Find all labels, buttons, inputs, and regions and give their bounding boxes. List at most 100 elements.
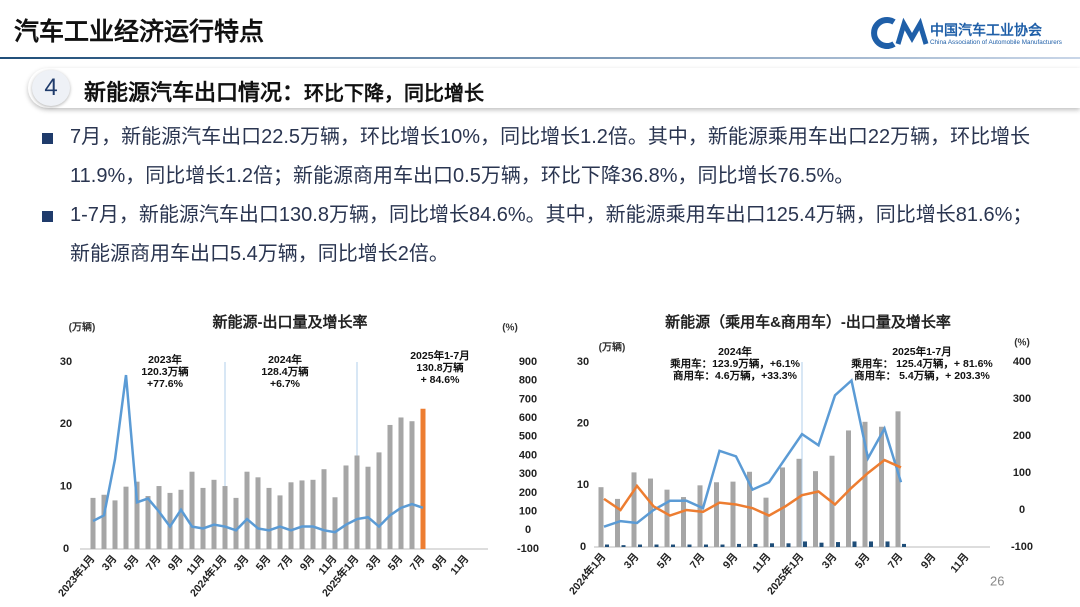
x-tick-label: 5月 <box>122 553 142 573</box>
y2-tick-label: 500 <box>519 431 537 443</box>
y2-tick-label: 100 <box>519 506 537 518</box>
bar <box>332 497 338 549</box>
y2-tick-label: 300 <box>1013 393 1031 405</box>
bar <box>266 487 272 549</box>
x-tick-label: 3月 <box>622 551 642 571</box>
bar <box>299 480 305 549</box>
bar <box>819 542 824 547</box>
y2-tick-label: -100 <box>1011 541 1033 553</box>
bar <box>398 417 404 549</box>
x-tick-label: 7月 <box>688 551 708 571</box>
bar <box>123 486 129 549</box>
bar <box>638 544 642 547</box>
bar <box>737 543 741 547</box>
chart-title: 新能源-出口量及增长率 <box>213 313 368 331</box>
bar <box>200 487 206 549</box>
bar <box>222 486 228 549</box>
y-tick-label: 10 <box>577 479 589 491</box>
annotation: 2025年1-7月 <box>410 349 470 362</box>
bar <box>376 452 382 549</box>
y2-tick-label: 0 <box>525 524 531 536</box>
bar <box>90 497 96 549</box>
bar <box>178 489 184 549</box>
annotation: 120.3万辆 <box>141 365 189 378</box>
y2-tick-label: 0 <box>1019 504 1025 516</box>
x-tick-label: 11月 <box>750 551 773 575</box>
bar <box>420 408 426 549</box>
y2-tick-label: 300 <box>519 468 537 480</box>
y-tick-label: 20 <box>577 418 589 430</box>
bar <box>803 541 807 547</box>
bar <box>697 485 703 547</box>
bullet: 1-7月，新能源汽车出口130.8万辆，同比增长84.6%。其中，新能源乘用车出… <box>40 196 1050 273</box>
bar <box>244 471 250 549</box>
logo-en: China Association of Automobile Manufact… <box>930 39 1062 46</box>
bar <box>654 544 659 547</box>
bar <box>277 495 283 549</box>
x-tick-label: 7月 <box>886 551 906 571</box>
bar <box>836 542 840 547</box>
x-tick-label: 11月 <box>448 553 471 577</box>
bar <box>189 471 195 549</box>
x-tick-label: 3月 <box>232 553 252 573</box>
annotation: 2024年 <box>718 345 752 358</box>
bar <box>387 424 393 549</box>
x-tick-label: 7月 <box>144 553 164 573</box>
bar <box>255 477 261 549</box>
bar <box>730 481 736 547</box>
chart-title: 新能源（乘用车&商用车）-出口量及增长率 <box>665 313 951 331</box>
x-tick-label: 5月 <box>853 551 873 571</box>
bar <box>112 500 118 549</box>
bar <box>879 426 884 547</box>
bar <box>862 421 868 547</box>
y-tick-label: 20 <box>60 418 72 430</box>
bar <box>704 544 708 547</box>
x-tick-label: 5月 <box>655 551 675 571</box>
annotation: 商用车： 5.4万辆，+ 203.3% <box>854 369 990 382</box>
x-tick-label: 9月 <box>721 551 741 571</box>
section-title: 新能源汽车出口情况：环比下降，同比增长 <box>84 75 484 107</box>
logo-mark <box>871 17 929 49</box>
y2-tick-label: 800 <box>519 375 537 387</box>
bar <box>852 541 857 547</box>
annotation: +6.7% <box>270 378 301 390</box>
y2-tick-label: 900 <box>519 356 537 368</box>
bar <box>869 541 873 547</box>
bar <box>753 543 758 547</box>
bar <box>770 543 774 547</box>
y2-axis-label: (%) <box>1014 338 1030 349</box>
bar <box>631 472 637 547</box>
y-tick-label: 10 <box>60 481 72 493</box>
x-tick-label: 5月 <box>254 553 274 573</box>
bar <box>598 487 604 547</box>
bar <box>763 497 769 547</box>
y2-tick-label: -100 <box>517 543 539 555</box>
annotation: 乘用车： 125.4万辆，+ 81.6% <box>850 357 993 370</box>
header-rule <box>0 57 1080 59</box>
y2-tick-label: 100 <box>1013 467 1031 479</box>
y-tick-label: 30 <box>577 356 589 368</box>
header-title: 汽车工业经济运行特点 <box>14 18 265 46</box>
y2-tick-label: 600 <box>519 412 537 424</box>
annotation: + 84.6% <box>421 374 460 386</box>
bar <box>664 489 670 547</box>
bar <box>145 496 151 549</box>
annotation: 2025年1-7月 <box>892 345 952 358</box>
bar <box>343 465 349 549</box>
y2-tick-label: 200 <box>1013 430 1031 442</box>
annotation: 128.4万辆 <box>261 365 309 378</box>
line <box>92 374 424 534</box>
bar <box>796 458 802 547</box>
logo-cn: 中国汽车工业协会 <box>930 22 1042 38</box>
bar <box>101 494 107 549</box>
bar <box>813 471 818 547</box>
x-tick-label: 9月 <box>430 553 450 573</box>
x-tick-label: 2023年1月 <box>55 552 97 599</box>
annotation: 2024年 <box>268 353 302 366</box>
y2-axis-label: (%) <box>502 323 518 334</box>
x-tick-label: 9月 <box>298 553 318 573</box>
x-tick-label: 9月 <box>919 551 939 571</box>
section-title-main: 新能源汽车出口情况： <box>84 80 305 105</box>
bar <box>687 544 692 547</box>
